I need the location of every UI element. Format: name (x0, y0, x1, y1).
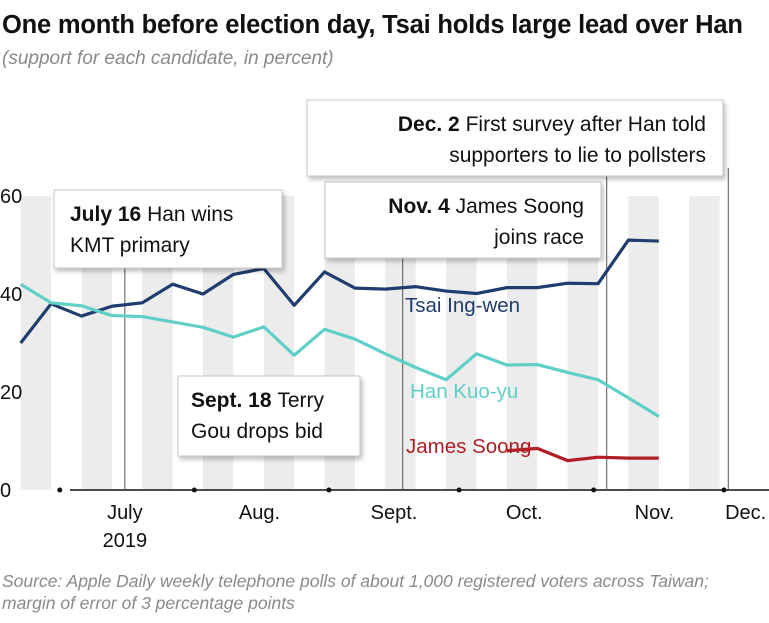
series-label-han: Han Kuo-yu (410, 380, 518, 403)
x-tick (591, 487, 597, 493)
week-band (20, 196, 52, 490)
annotation-event: Han wins (147, 203, 233, 226)
x-tick (57, 487, 63, 493)
chart-title: One month before election day, Tsai hold… (2, 10, 767, 74)
annotations: July 16 Han wins KMT primary Sept. 18 Terr… (53, 99, 724, 457)
series-line-tsai (19, 238, 659, 344)
series-line-soong (506, 446, 659, 463)
series-line-han (19, 282, 660, 418)
week-band (689, 196, 720, 490)
annotation-box (53, 189, 283, 269)
title-subtitle: (support for each candidate, in percent) (2, 48, 334, 69)
x-tick (721, 487, 727, 493)
annotation-date: Nov. 4 (388, 195, 455, 218)
x-tick-label: Oct. (506, 502, 543, 524)
y-tick-label: 20 (0, 382, 22, 404)
x-tick (456, 487, 462, 493)
x-tick-label: Sept. (371, 502, 418, 524)
annotation-line-2: supporters to lie to pollsters (449, 144, 706, 167)
annotation-date: Sept. 18 (191, 389, 277, 412)
annotation-box (177, 375, 361, 457)
source-note: Source: Apple Daily weekly telephone pol… (2, 571, 709, 613)
title-main: One month before election day, Tsai hold… (2, 11, 743, 39)
x-tick (326, 487, 332, 493)
annotation-line-1: July 16 Han wins (70, 203, 233, 226)
x-tick-label: Dec. (725, 502, 766, 524)
y-axis: 0 20 40 60 (0, 186, 22, 502)
y-tick-label: 60 (0, 186, 22, 208)
annotation-event: First survey after Han told (466, 113, 706, 136)
x-axis: July 2019 Aug. Sept. Oct. Nov. Dec. (57, 487, 769, 552)
x-tick-sublabel: 2019 (103, 530, 148, 552)
x-tick (191, 487, 197, 493)
annotation-line-2: Gou drops bid (191, 420, 323, 443)
annotation-box (324, 181, 602, 259)
annotation-event: James Soong (456, 195, 584, 218)
x-tick-label: July (107, 502, 143, 524)
series-label-soong: James Soong (406, 435, 531, 458)
series-labels: Tsai Ing-wen Han Kuo-yu James Soong (405, 294, 531, 458)
annotation-line-1: Sept. 18 Terry (191, 389, 325, 412)
annotation-line-2: KMT primary (70, 234, 190, 257)
series-label-tsai: Tsai Ing-wen (405, 294, 520, 317)
annotation-event: Terry (277, 389, 324, 412)
x-tick-label: Aug. (239, 502, 280, 524)
week-band (628, 196, 659, 490)
annotation-date: Dec. 2 (398, 113, 466, 136)
annotation-date: July 16 (70, 203, 147, 226)
annotation-line-1: Nov. 4 James Soong (388, 195, 584, 218)
y-tick-label: 0 (0, 480, 11, 502)
annotation-line-1: Dec. 2 First survey after Han told (398, 113, 706, 136)
x-tick-label: Nov. (635, 502, 675, 524)
series-lines (19, 238, 660, 463)
annotation-line-2: joins race (493, 226, 584, 249)
y-tick-label: 40 (0, 284, 22, 306)
annotation-box (306, 99, 724, 177)
